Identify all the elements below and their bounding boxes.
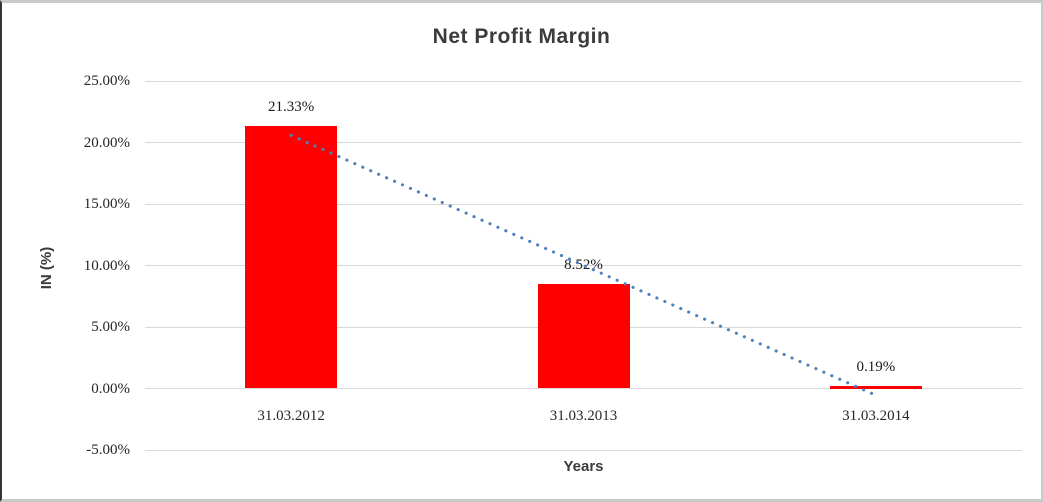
gridline [145, 80, 1022, 82]
bar [537, 283, 630, 389]
x-tick-label: 31.03.2014 [842, 408, 910, 424]
y-tick-label: -5.00% [86, 442, 130, 458]
bar [245, 126, 338, 389]
trendline [289, 133, 878, 397]
bar-value-label: 8.52% [564, 256, 603, 273]
y-tick-label: 15.00% [83, 196, 130, 212]
y-tick-label: 10.00% [83, 257, 130, 274]
x-tick-label: 31.03.2013 [549, 408, 618, 424]
y-tick-label: 5.00% [91, 319, 130, 335]
chart-title: Net Profit Margin [432, 25, 611, 48]
bar-value-label: 21.33% [268, 99, 315, 116]
y-tick-label: 20.00% [83, 134, 130, 151]
y-tick-label: 0.00% [91, 380, 130, 397]
gridline [145, 449, 1022, 451]
x-tick-label: 31.03.2012 [257, 408, 325, 424]
bar-value-label: 0.19% [856, 359, 896, 376]
x-axis-title: Years [563, 458, 604, 475]
y-tick-label: 25.00% [83, 73, 130, 89]
bar [829, 386, 922, 389]
